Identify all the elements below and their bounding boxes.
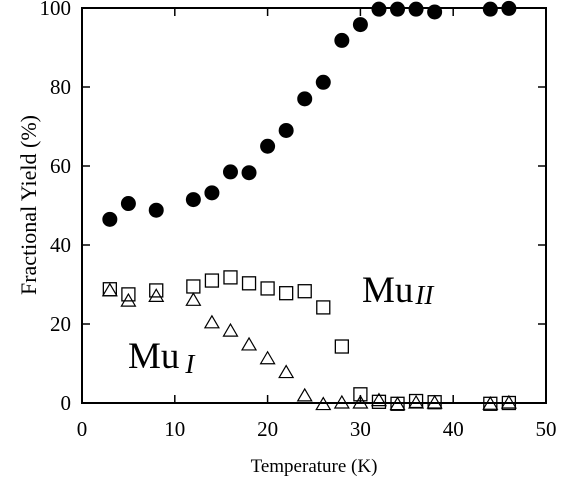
annotation-mu-ii-sub: II [414, 280, 435, 310]
data-point-circle [427, 4, 443, 20]
data-point-triangle [389, 396, 406, 411]
data-point-triangle [296, 387, 313, 402]
data-point-triangle [426, 394, 443, 409]
data-point-triangle [408, 394, 425, 409]
data-point-square [241, 276, 257, 291]
y-tick-label: 20 [50, 312, 71, 336]
data-point-square [204, 273, 220, 288]
y-tick-label: 80 [50, 75, 71, 99]
data-point-circle [408, 1, 424, 17]
annotation-mu-i-base: Mu [128, 336, 179, 377]
data-point-circle [120, 196, 136, 212]
series-filled-circle [102, 0, 517, 227]
data-point-square [371, 394, 387, 409]
data-point-square [186, 279, 201, 294]
annotation-mu-i: Mu I [128, 336, 196, 379]
data-point-circle [482, 1, 498, 17]
data-point-triangle [482, 395, 499, 410]
data-point-circle [102, 211, 118, 227]
data-point-square [260, 281, 275, 296]
x-tick-label: 10 [164, 417, 185, 441]
data-point-square [279, 286, 294, 301]
x-tick-label: 50 [536, 417, 557, 441]
y-tick-label: 100 [40, 0, 72, 20]
data-point-square [353, 387, 368, 402]
annotation-mu-i-sub: I [184, 349, 196, 379]
data-point-circle [204, 185, 220, 201]
data-point-circle [371, 1, 387, 17]
data-point-triangle [370, 392, 388, 407]
data-point-square [121, 287, 136, 302]
data-point-circle [260, 138, 276, 154]
data-point-triangle [185, 292, 202, 306]
axis-tick-labels: 0 10 20 30 40 50 0 20 40 60 80 100 [40, 0, 557, 441]
data-point-circle [352, 17, 368, 33]
data-point-square [149, 283, 164, 298]
data-point-circle [297, 91, 313, 107]
series-open-square [102, 270, 517, 411]
plot-frame [81, 7, 547, 404]
data-point-triangle [278, 364, 295, 379]
y-tick-label: 0 [61, 391, 72, 415]
data-point-circle [390, 1, 406, 17]
data-point-square [334, 339, 349, 354]
x-tick-label: 40 [443, 417, 464, 441]
data-point-square [223, 270, 238, 285]
data-point-triangle [259, 350, 276, 365]
data-point-triangle [203, 314, 220, 329]
data-point-circle [334, 32, 350, 48]
data-point-circle [501, 0, 517, 16]
data-point-triangle [352, 394, 369, 409]
x-tick-label: 0 [77, 417, 88, 441]
y-axis-label: Fractional Yield (%) [16, 115, 41, 295]
x-tick-label: 30 [350, 417, 371, 441]
data-point-circle [241, 165, 257, 181]
data-point-triangle [120, 292, 137, 307]
data-point-circle [315, 74, 331, 90]
data-point-triangle [333, 394, 350, 409]
annotation-mu-ii-base: Mu [362, 270, 413, 311]
data-point-triangle [148, 288, 165, 302]
y-tick-label: 60 [50, 154, 71, 178]
data-point-triangle [222, 322, 239, 337]
data-point-square [316, 300, 331, 315]
data-point-triangle [240, 336, 258, 351]
x-tick-label: 20 [257, 417, 278, 441]
x-axis-label: Temperature (K) [251, 456, 378, 477]
series-open-triangle [101, 282, 517, 411]
data-point-circle [185, 192, 201, 208]
data-point-triangle [101, 282, 118, 297]
data-markers [101, 0, 517, 411]
data-point-triangle [500, 394, 517, 409]
data-point-triangle [315, 396, 332, 411]
data-point-circle [278, 122, 294, 138]
data-point-circle [148, 202, 164, 218]
axis-ticks [81, 7, 547, 404]
data-point-circle [222, 164, 238, 180]
annotation-mu-ii: MuII [362, 270, 435, 311]
y-tick-label: 40 [50, 233, 71, 257]
data-point-square [297, 284, 312, 299]
